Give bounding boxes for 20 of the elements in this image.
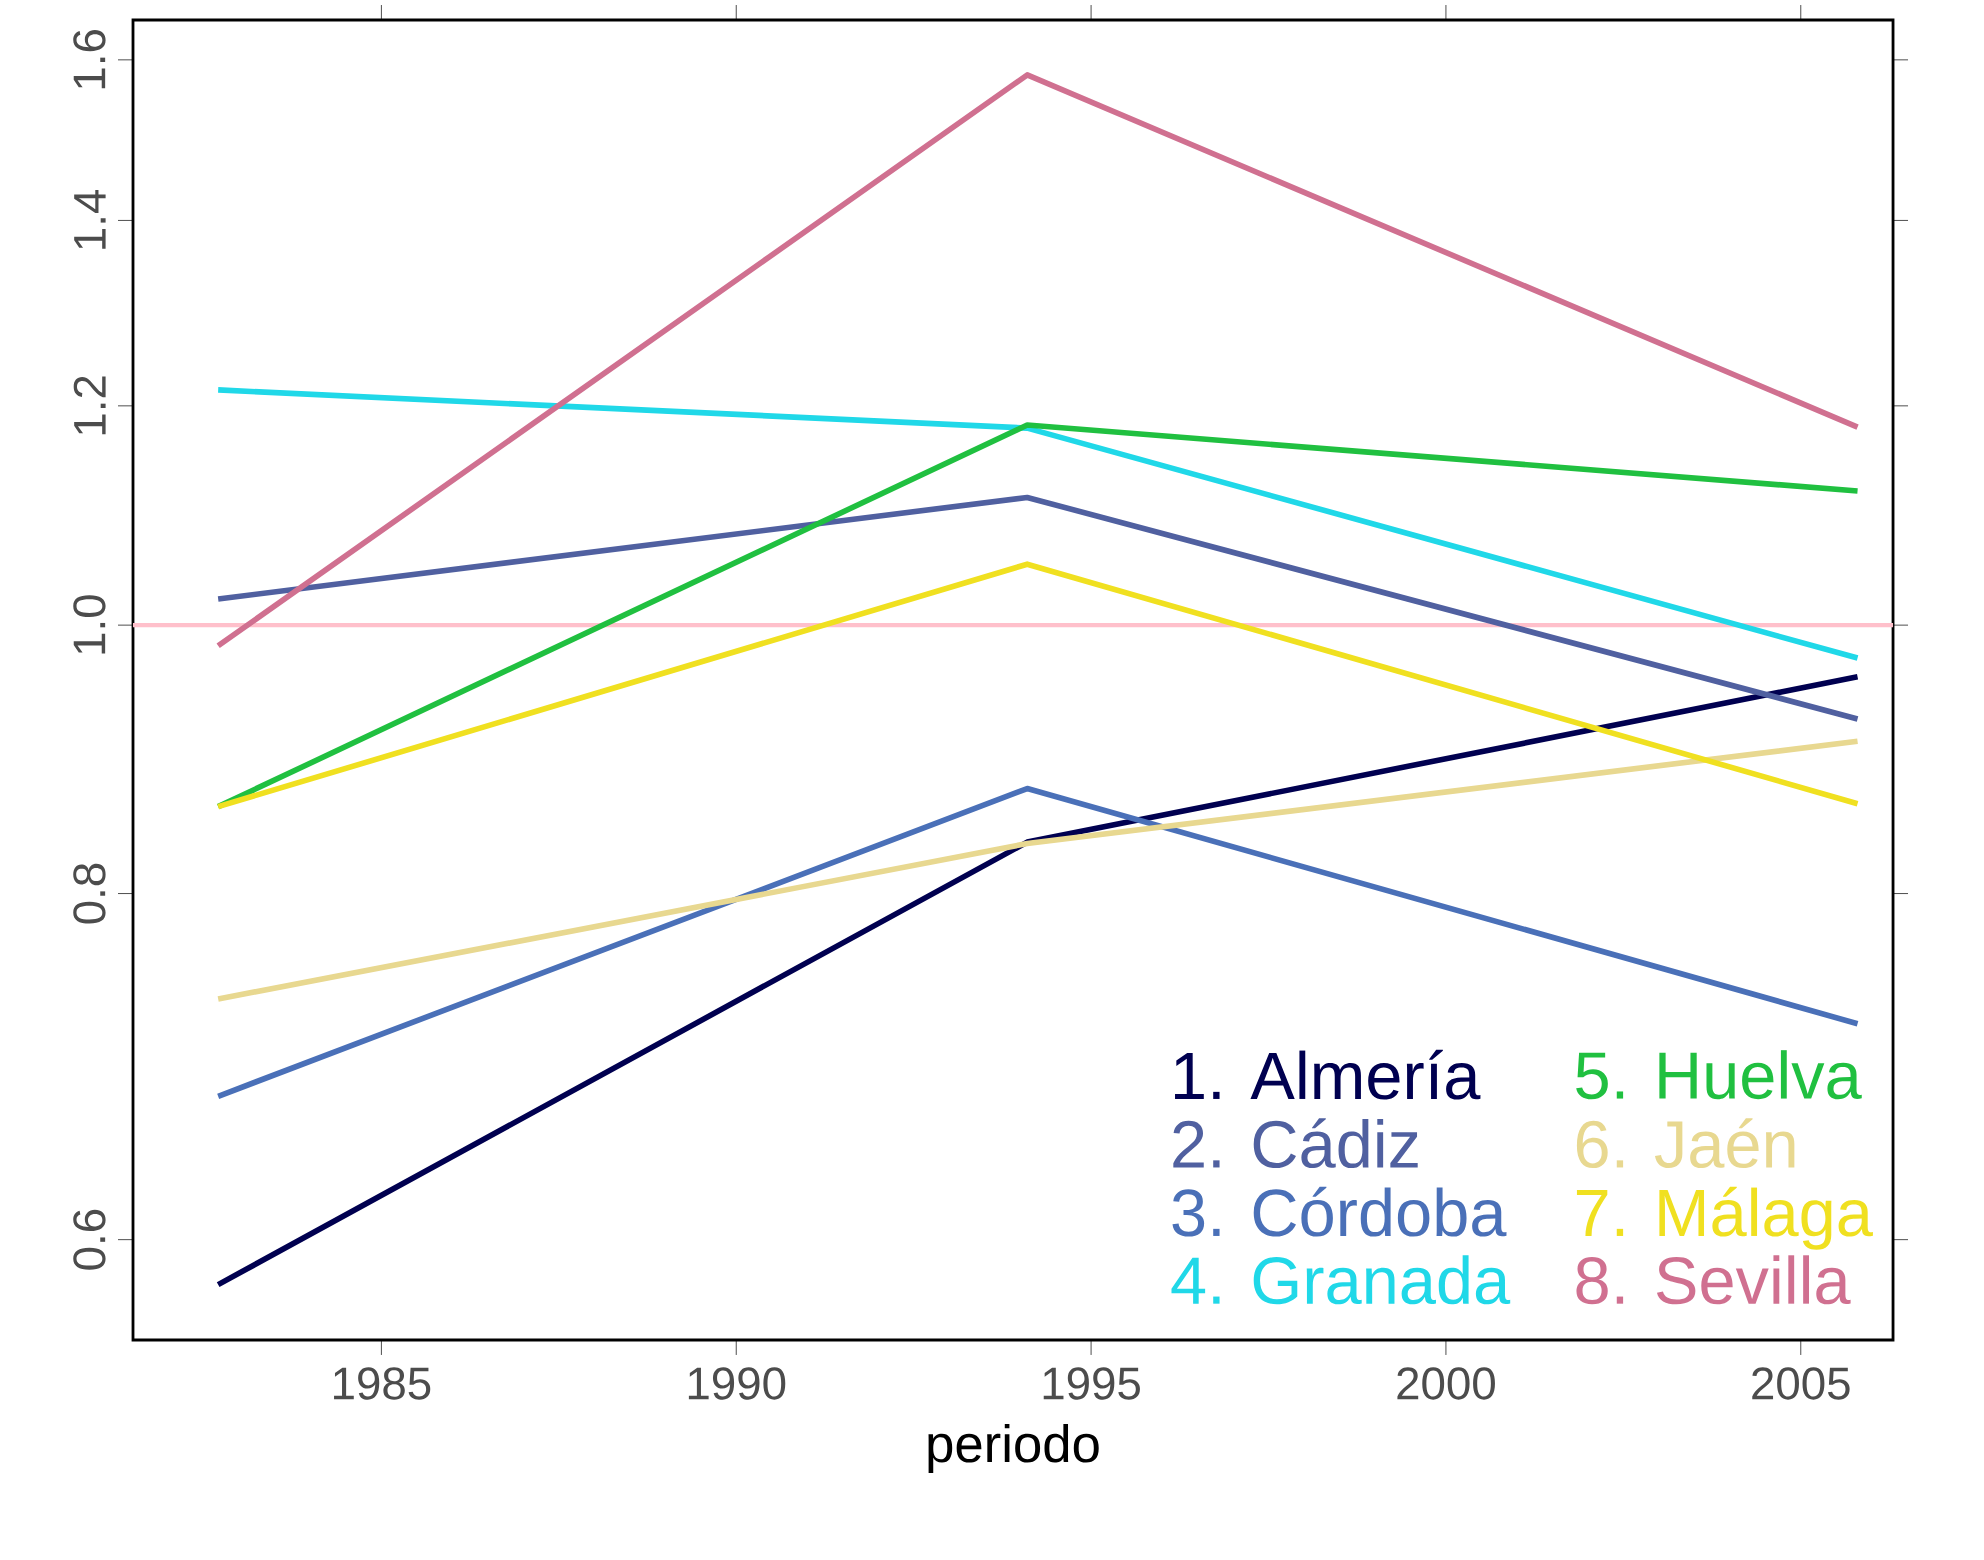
x-tick-label: 2005 <box>1752 1367 1850 1400</box>
text: 1. Almería <box>1175 1049 1481 1100</box>
text: 3. Córdoba <box>1172 1186 1507 1237</box>
x-tick-label: 1985 <box>334 1367 431 1400</box>
text: 5. Huelva <box>1576 1050 1862 1100</box>
y-tick-label: 1.0 <box>73 595 106 654</box>
text: 7. Málaga <box>1576 1186 1873 1250</box>
text: 2. Cádiz <box>1173 1118 1418 1169</box>
text: 6. Jaén <box>1576 1118 1795 1169</box>
x-tick-label: 2000 <box>1397 1367 1495 1400</box>
text: 8. Sevilla <box>1576 1255 1851 1305</box>
x-axis-title: periodo <box>928 1423 1099 1474</box>
text: 4. Granada <box>1171 1255 1511 1305</box>
y-tick-label: 1.6 <box>73 30 106 89</box>
x-tick-label: 1995 <box>1043 1367 1140 1400</box>
y-tick-label: 1.4 <box>74 189 106 249</box>
y-tick-label: 1.2 <box>73 376 106 435</box>
x-tick-label: 1990 <box>688 1367 786 1400</box>
y-tick-label: 0.8 <box>73 863 106 924</box>
y-tick-label: 0.6 <box>73 1209 106 1270</box>
